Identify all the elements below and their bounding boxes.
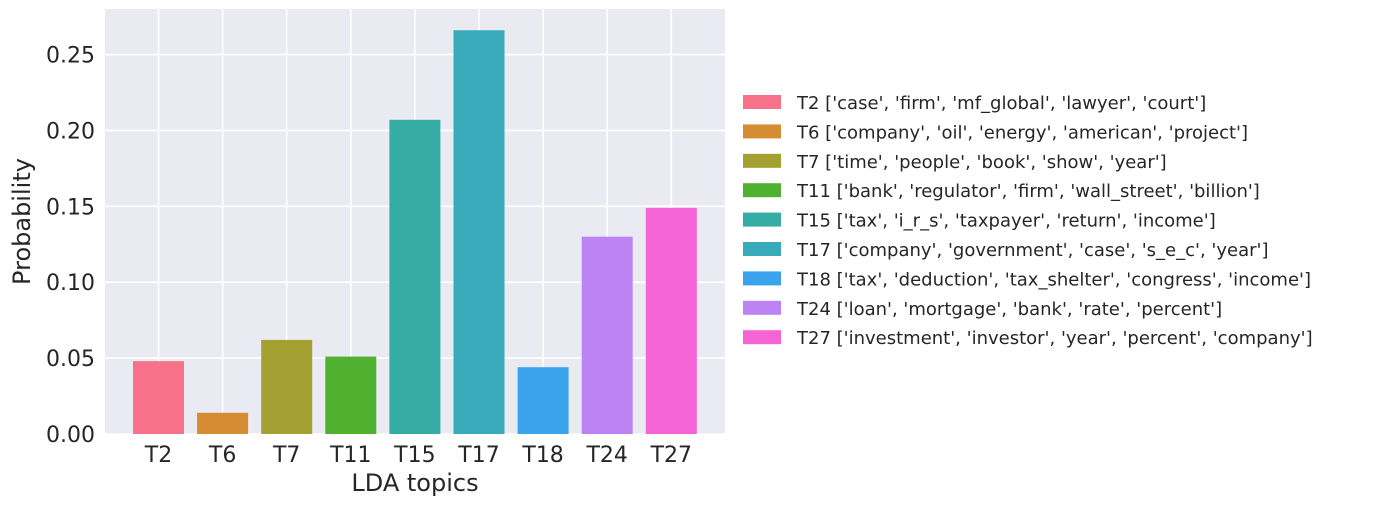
- legend-swatch: [743, 300, 781, 315]
- legend: T2 ['case', 'firm', 'mf_global', 'lawyer…: [743, 93, 1313, 349]
- bar-t17: [453, 30, 505, 434]
- bar-t18: [517, 367, 569, 434]
- x-tick-label: T7: [272, 443, 300, 468]
- legend-swatch: [743, 124, 781, 139]
- x-tick-label: T15: [393, 443, 435, 468]
- bars: [133, 30, 697, 434]
- x-tick-label: T27: [650, 443, 692, 468]
- legend-swatch: [743, 242, 781, 256]
- x-tick-labels: T2 T6 T7 T11 T15 T17 T18 T24 T27: [144, 443, 692, 468]
- legend-entry: T2 ['case', 'firm', 'mf_global', 'lawyer…: [796, 93, 1206, 114]
- legend-entry: T18 ['tax', 'deduction', 'tax_shelter', …: [796, 269, 1311, 290]
- x-tick-label: T11: [329, 443, 371, 468]
- legend-swatch: [743, 330, 781, 345]
- legend-entry: T11 ['bank', 'regulator', 'firm', 'wall_…: [796, 181, 1260, 202]
- bar-t24: [581, 236, 633, 434]
- y-tick-label: 0.15: [46, 195, 95, 220]
- bar-t15: [389, 119, 441, 434]
- y-tick-label: 0.05: [46, 347, 95, 372]
- y-tick-label: 0.00: [46, 423, 95, 448]
- legend-swatch: [743, 153, 781, 168]
- x-axis-label: LDA topics: [351, 469, 478, 497]
- y-tick-label: 0.25: [46, 44, 95, 69]
- legend-swatch: [743, 271, 781, 286]
- legend-entry: T27 ['investment', 'investor', 'year', '…: [796, 328, 1313, 349]
- bar-t11: [325, 356, 377, 434]
- y-tick-label: 0.20: [46, 119, 95, 144]
- legend-entry: T7 ['time', 'people', 'book', 'show', 'y…: [796, 152, 1167, 173]
- bar-t2: [133, 361, 184, 434]
- legend-entry: T6 ['company', 'oil', 'energy', 'america…: [796, 122, 1248, 143]
- legend-swatch: [743, 212, 781, 227]
- y-axis-label: Probability: [8, 158, 36, 285]
- x-tick-label: T2: [144, 443, 172, 468]
- bar-t27: [645, 207, 697, 434]
- y-tick-label: 0.10: [46, 271, 95, 296]
- x-tick-label: T17: [457, 443, 499, 468]
- legend-swatch: [743, 183, 781, 198]
- x-tick-label: T18: [521, 443, 563, 468]
- y-tick-labels: 0.00 0.05 0.10 0.15 0.20 0.25: [46, 44, 95, 448]
- x-tick-label: T24: [585, 443, 627, 468]
- legend-swatch: [743, 95, 781, 109]
- legend-entry: T24 ['loan', 'mortgage', 'bank', 'rate',…: [796, 299, 1222, 320]
- bar-t7: [261, 339, 313, 434]
- x-tick-label: T6: [208, 443, 236, 468]
- bar-t6: [197, 412, 249, 434]
- legend-entry: T15 ['tax', 'i_r_s', 'taxpayer', 'return…: [796, 211, 1216, 232]
- legend-entry: T17 ['company', 'government', 'case', 's…: [796, 240, 1269, 261]
